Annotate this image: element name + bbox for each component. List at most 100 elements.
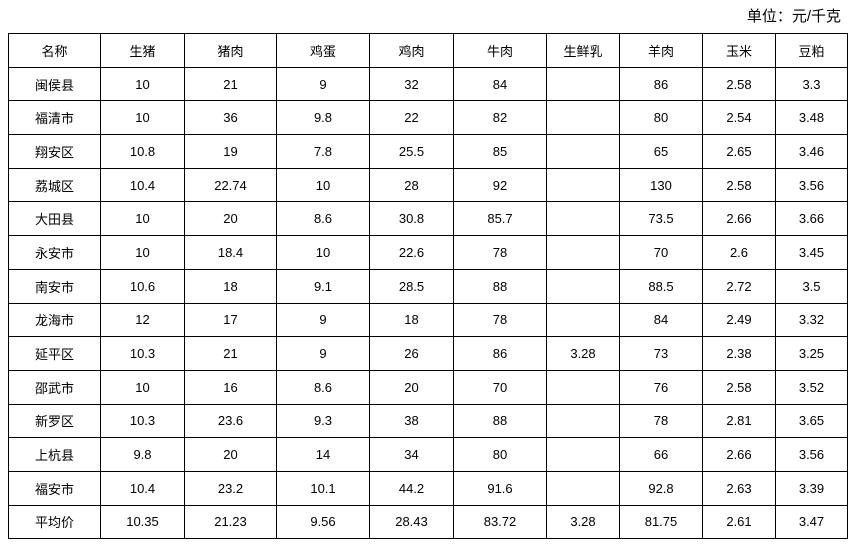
table-row: 福安市 10.4 23.2 10.1 44.2 91.6 92.8 2.63 3.39 [8, 470, 848, 506]
price-cell: 2.66 [702, 437, 776, 472]
price-cell: 10.4 [100, 167, 185, 203]
price-cell: 21 [184, 336, 277, 371]
column-header: 鸡蛋 [276, 33, 370, 68]
price-cell: 9.8 [100, 437, 185, 472]
price-cell: 10.8 [100, 134, 185, 169]
price-cell: 3.25 [775, 336, 848, 371]
region-name-cell: 龙海市 [8, 302, 101, 338]
price-cell: 3.32 [775, 302, 848, 338]
price-cell: 78 [453, 235, 547, 270]
price-cell: 3.46 [775, 134, 848, 169]
column-header: 豆粕 [775, 33, 848, 68]
table-row: 福清市 10 36 9.8 22 82 80 2.54 3.48 [8, 100, 848, 136]
price-cell: 18 [184, 268, 277, 304]
price-cell: 78 [619, 403, 703, 439]
price-cell: 10 [100, 369, 185, 405]
table-row: 荔城区 10.4 22.74 10 28 92 130 2.58 3.56 [8, 167, 848, 203]
unit-label: 单位：元/千克 [746, 8, 841, 25]
price-cell: 2.6 [702, 235, 776, 270]
price-cell: 18 [369, 302, 454, 338]
price-cell: 21 [184, 66, 277, 102]
column-header: 猪肉 [184, 33, 277, 68]
price-cell: 12 [100, 302, 185, 338]
price-cell: 14 [276, 437, 370, 472]
price-cell: 23.2 [184, 470, 277, 506]
price-cell: 86 [619, 66, 703, 102]
price-cell: 2.58 [702, 66, 776, 102]
price-cell: 70 [453, 369, 547, 405]
price-cell: 16 [184, 369, 277, 405]
table-row: 翔安区 10.8 19 7.8 25.5 85 65 2.65 3.46 [8, 134, 848, 169]
price-cell: 2.61 [702, 504, 776, 540]
price-cell: 10.6 [100, 268, 185, 304]
price-cell: 82 [453, 100, 547, 136]
price-cell: 2.58 [702, 167, 776, 203]
price-cell: 10.4 [100, 470, 185, 506]
price-cell: 9.56 [276, 504, 370, 540]
region-name-cell: 福清市 [8, 100, 101, 136]
price-cell: 130 [619, 167, 703, 203]
price-cell: 3.28 [546, 336, 620, 371]
table-row: 南安市 10.6 18 9.1 28.5 88 88.5 2.72 3.5 [8, 268, 848, 304]
price-cell: 85.7 [453, 201, 547, 237]
price-cell: 2.49 [702, 302, 776, 338]
price-cell: 9.8 [276, 100, 370, 136]
price-cell: 38 [369, 403, 454, 439]
price-cell: 88 [453, 403, 547, 439]
price-cell [546, 167, 620, 203]
price-cell: 9 [276, 66, 370, 102]
column-header: 玉米 [702, 33, 776, 68]
price-cell: 10 [100, 235, 185, 270]
price-cell: 3.28 [546, 504, 620, 540]
price-cell: 81.75 [619, 504, 703, 540]
price-cell [546, 134, 620, 169]
price-cell: 2.81 [702, 403, 776, 439]
price-cell: 78 [453, 302, 547, 338]
price-cell: 9 [276, 336, 370, 371]
table-row: 邵武市 10 16 8.6 20 70 76 2.58 3.52 [8, 369, 848, 405]
price-cell: 28 [369, 167, 454, 203]
region-name-cell: 邵武市 [8, 369, 101, 405]
price-cell [546, 268, 620, 304]
price-cell [546, 403, 620, 439]
price-cell: 44.2 [369, 470, 454, 506]
price-cell: 10.3 [100, 403, 185, 439]
price-cell: 20 [184, 437, 277, 472]
price-cell: 26 [369, 336, 454, 371]
region-name-cell: 大田县 [8, 201, 101, 237]
price-cell: 73 [619, 336, 703, 371]
price-cell: 2.65 [702, 134, 776, 169]
price-cell: 76 [619, 369, 703, 405]
price-cell: 10 [100, 66, 185, 102]
price-cell: 80 [619, 100, 703, 136]
region-name-cell: 福安市 [8, 470, 101, 506]
price-cell [546, 201, 620, 237]
price-cell: 73.5 [619, 201, 703, 237]
price-cell: 3.5 [775, 268, 848, 304]
price-cell [546, 437, 620, 472]
price-cell: 3.39 [775, 470, 848, 506]
price-cell: 3.47 [775, 504, 848, 540]
price-cell: 2.58 [702, 369, 776, 405]
table-row: 永安市 10 18.4 10 22.6 78 70 2.6 3.45 [8, 235, 848, 270]
price-cell: 70 [619, 235, 703, 270]
price-cell: 34 [369, 437, 454, 472]
price-cell: 9 [276, 302, 370, 338]
price-cell: 85 [453, 134, 547, 169]
region-name-cell: 闽侯县 [8, 66, 101, 102]
price-cell: 20 [369, 369, 454, 405]
column-header: 牛肉 [453, 33, 547, 68]
table-row: 大田县 10 20 8.6 30.8 85.7 73.5 2.66 3.66 [8, 201, 848, 237]
price-cell [546, 100, 620, 136]
price-cell: 84 [453, 66, 547, 102]
table-row: 上杭县 9.8 20 14 34 80 66 2.66 3.56 [8, 437, 848, 472]
price-cell: 92 [453, 167, 547, 203]
price-cell: 2.63 [702, 470, 776, 506]
price-cell: 22.74 [184, 167, 277, 203]
price-cell [546, 302, 620, 338]
price-cell: 84 [619, 302, 703, 338]
price-cell: 3.3 [775, 66, 848, 102]
price-cell: 2.72 [702, 268, 776, 304]
column-header: 鸡肉 [369, 33, 454, 68]
column-header: 羊肉 [619, 33, 703, 68]
